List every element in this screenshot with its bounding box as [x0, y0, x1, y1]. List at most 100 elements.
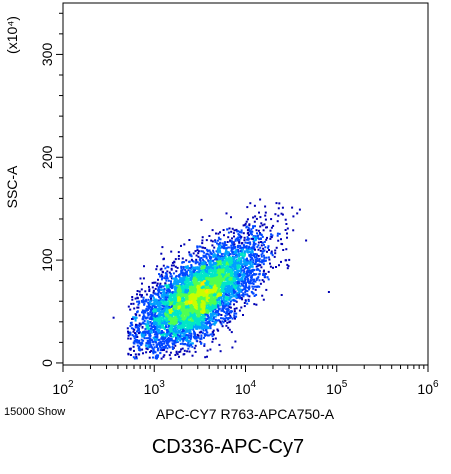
event-dot: [147, 301, 150, 304]
event-dot: [263, 256, 266, 259]
event-dot: [249, 241, 252, 244]
event-dot: [189, 270, 192, 273]
event-dot: [212, 249, 215, 252]
event-dot: [208, 271, 211, 274]
event-dot: [181, 331, 184, 333]
event-dot: [248, 269, 251, 272]
event-dot: [203, 315, 206, 318]
event-dot: [233, 284, 236, 287]
event-dot: [202, 329, 205, 332]
event-dot: [155, 310, 158, 313]
event-dot: [183, 272, 186, 275]
event-dot: [192, 309, 195, 312]
event-dot: [175, 290, 178, 293]
event-dot: [155, 319, 158, 322]
event-dot: [231, 317, 234, 320]
event-dot: [263, 223, 266, 226]
event-dot: [189, 335, 192, 337]
event-dot: [150, 306, 153, 309]
event-dot: [207, 276, 210, 279]
event-dot: [238, 241, 241, 244]
event-dot: [250, 228, 253, 231]
event-dot: [247, 226, 250, 229]
event-dot: [152, 340, 155, 343]
event-dot: [211, 331, 214, 334]
event-dot: [180, 265, 183, 268]
event-dot: [240, 235, 243, 238]
event-dot: [234, 317, 236, 320]
event-dot: [254, 256, 256, 259]
event-dot: [251, 270, 254, 273]
event-dot: [244, 264, 247, 267]
event-dot: [161, 349, 164, 352]
event-dot: [157, 294, 160, 297]
event-dot: [264, 211, 267, 214]
event-dot: [165, 279, 168, 282]
event-dot: [193, 286, 196, 289]
event-dot: [175, 278, 178, 281]
event-dot: [205, 256, 208, 259]
event-dot: [262, 247, 265, 250]
event-dot: [161, 304, 164, 307]
event-dot: [164, 337, 167, 339]
event-dot: [262, 259, 265, 262]
event-dot: [153, 302, 156, 304]
event-dot: [159, 326, 162, 329]
event-dot: [259, 216, 262, 219]
event-dot: [245, 220, 248, 223]
event-dot: [164, 282, 167, 285]
event-dot: [133, 357, 136, 360]
event-dot: [163, 342, 166, 345]
event-dot: [173, 330, 176, 333]
event-dot: [159, 321, 162, 324]
event-dot: [246, 271, 249, 274]
event-dot: [212, 283, 215, 286]
event-dot: [138, 349, 141, 352]
event-dot: [228, 306, 231, 309]
event-dot: [218, 343, 221, 346]
event-dot: [204, 308, 207, 311]
event-dot: [263, 249, 266, 252]
event-dot: [189, 304, 192, 307]
event-dot: [193, 330, 195, 333]
event-dot: [166, 275, 168, 278]
event-dot: [149, 351, 152, 353]
event-dot: [164, 267, 167, 270]
event-dot: [166, 265, 169, 268]
event-dot: [235, 248, 238, 251]
event-dot: [136, 344, 139, 347]
event-dot: [253, 220, 256, 223]
event-dot: [154, 351, 157, 354]
event-dot: [213, 298, 216, 300]
event-dot: [163, 347, 166, 350]
event-dot: [259, 233, 262, 236]
event-dot: [245, 225, 248, 228]
event-dot: [257, 264, 260, 267]
event-dot: [136, 290, 139, 292]
event-dot: [248, 230, 251, 232]
event-dot: [174, 258, 177, 261]
event-dot: [178, 294, 181, 297]
event-dot: [239, 234, 242, 237]
event-dot: [160, 278, 163, 281]
event-dot: [191, 260, 194, 262]
event-dot: [231, 261, 233, 264]
event-dot: [181, 317, 184, 320]
event-dot: [138, 302, 141, 305]
event-dot: [267, 256, 270, 259]
event-dot: [242, 293, 245, 296]
event-dot: [194, 295, 197, 298]
event-dot: [168, 354, 171, 357]
event-dot: [274, 249, 277, 252]
event-dot: [205, 279, 208, 281]
event-dot: [253, 246, 256, 249]
event-dot: [198, 267, 201, 270]
event-dot: [161, 330, 163, 332]
event-dot: [228, 317, 230, 320]
event-dot: [180, 318, 183, 321]
event-dot: [138, 353, 141, 356]
event-dot: [212, 329, 215, 332]
event-dot: [162, 345, 165, 348]
event-dot: [252, 247, 255, 250]
event-dot: [164, 312, 167, 315]
